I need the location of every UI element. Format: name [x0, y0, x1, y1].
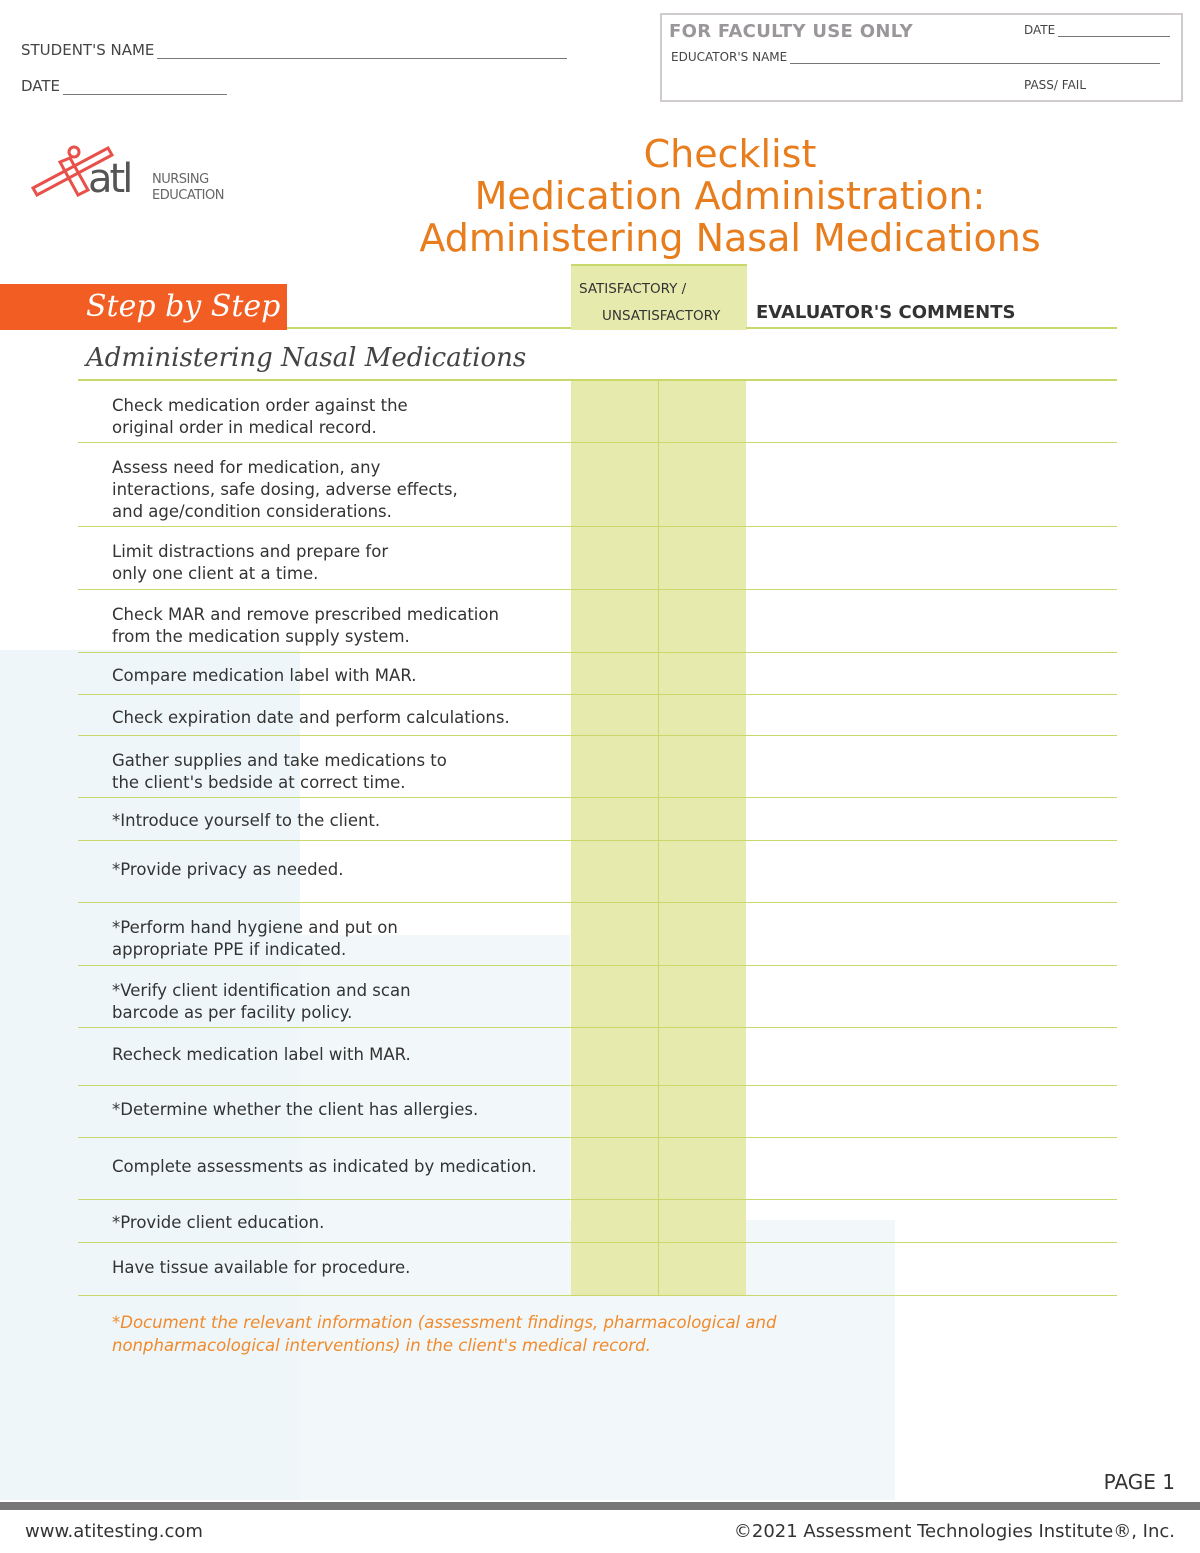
step-by-step-banner: Step by Step [0, 284, 287, 330]
header-divider [746, 327, 1117, 329]
checklist-row: *Provide privacy as needed. [78, 841, 1117, 903]
checklist-row: Compare medication label with MAR. [78, 653, 1117, 695]
header-divider [287, 327, 571, 329]
student-name-label: STUDENT'S NAME [21, 41, 155, 59]
step-text: Complete assessments as indicated by med… [112, 1157, 537, 1176]
faculty-date-label: DATE [1024, 23, 1056, 37]
step-text: *Verify client identification and scan b… [112, 981, 411, 1022]
page-number: PAGE 1 [1103, 1470, 1175, 1494]
step-text: *Determine whether the client has allerg… [112, 1100, 479, 1119]
faculty-use-box: FOR FACULTY USE ONLY DATE EDUCATOR'S NAM… [660, 13, 1183, 102]
checklist-row: *Introduce yourself to the client. [78, 798, 1117, 841]
date-label: DATE [21, 77, 61, 95]
checklist-row: Gather supplies and take medications to … [78, 736, 1117, 798]
footer-bar [0, 1502, 1200, 1510]
atl-logo: atl NURSING EDUCATION [30, 140, 250, 210]
step-text: Compare medication label with MAR. [112, 666, 417, 685]
step-text: Assess need for medication, any interact… [112, 458, 458, 521]
checklist-row: Check expiration date and perform calcul… [78, 695, 1117, 736]
logo-line2: EDUCATION [152, 188, 224, 203]
checklist-row: *Determine whether the client has allerg… [78, 1086, 1117, 1138]
educator-name-field[interactable]: EDUCATOR'S NAME [671, 50, 1161, 64]
checklist-row: *Perform hand hygiene and put on appropr… [78, 903, 1117, 966]
checklist-row: Check medication order against the origi… [78, 381, 1117, 443]
background-panel [300, 935, 570, 1500]
checklist-row: Check MAR and remove prescribed medicati… [78, 590, 1117, 653]
educator-name-label: EDUCATOR'S NAME [671, 50, 788, 64]
checklist-row: Assess need for medication, any interact… [78, 443, 1117, 527]
page-title: Checklist Medication Administration: Adm… [380, 133, 1080, 259]
pass-fail-label: PASS/ FAIL [1024, 78, 1087, 92]
faculty-title: FOR FACULTY USE ONLY [669, 21, 913, 42]
checklist-row: Limit distractions and prepare for only … [78, 527, 1117, 590]
satisfactory-header: SATISFACTORY / UNSATISFACTORY [571, 264, 747, 330]
title-line-3: Administering Nasal Medications [419, 216, 1041, 260]
checklist-row: *Provide client education. [78, 1200, 1117, 1243]
satisfactory-column[interactable] [571, 381, 658, 1296]
logo-line1: NURSING [152, 172, 209, 187]
title-line-2: Medication Administration: [474, 174, 986, 218]
step-text: *Perform hand hygiene and put on appropr… [112, 918, 398, 959]
checklist-row: Recheck medication label with MAR. [78, 1028, 1117, 1086]
logo-mark: atl [88, 156, 133, 202]
student-date-field[interactable]: DATE [21, 77, 228, 95]
student-name-field[interactable]: STUDENT'S NAME [21, 41, 568, 59]
step-text: *Provide privacy as needed. [112, 860, 344, 879]
footnote: *Document the relevant information (asse… [112, 1313, 777, 1355]
title-line-1: Checklist [643, 132, 817, 176]
step-text: Recheck medication label with MAR. [112, 1045, 411, 1064]
satisfactory-label: SATISFACTORY / [579, 281, 687, 297]
step-text: Have tissue available for procedure. [112, 1257, 411, 1277]
section-title: Administering Nasal Medications [86, 343, 527, 373]
unsatisfactory-column[interactable] [659, 381, 746, 1296]
step-text: *Provide client education. [112, 1213, 325, 1232]
section-divider [78, 379, 1117, 381]
step-text: Gather supplies and take medications to … [112, 751, 447, 792]
step-text: Limit distractions and prepare for only … [112, 542, 389, 583]
background-panel [0, 650, 300, 1500]
evaluator-comments-header: EVALUATOR'S COMMENTS [756, 302, 1016, 323]
logo-figure-icon [30, 145, 115, 198]
step-text: Check expiration date and perform calcul… [112, 708, 510, 727]
step-text: Check MAR and remove prescribed medicati… [112, 605, 499, 646]
column-divider [658, 381, 659, 1296]
footer-url[interactable]: www.atitesting.com [25, 1521, 203, 1542]
unsatisfactory-label: UNSATISFACTORY [602, 308, 721, 324]
checklist-row: Complete assessments as indicated by med… [78, 1138, 1117, 1200]
step-text: Check medication order against the origi… [112, 396, 408, 437]
checklist-row: *Verify client identification and scan b… [78, 966, 1117, 1028]
footer-copyright: ©2021 Assessment Technologies Institute®… [733, 1521, 1175, 1542]
checklist-row: Have tissue available for procedure. [78, 1243, 1117, 1296]
faculty-date-field[interactable]: DATE [1024, 23, 1171, 37]
step-text: *Introduce yourself to the client. [112, 811, 381, 830]
